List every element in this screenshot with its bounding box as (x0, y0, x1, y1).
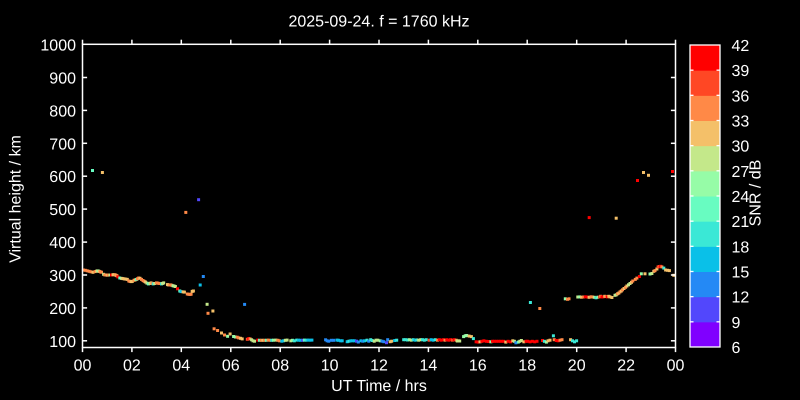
svg-text:6: 6 (732, 340, 741, 357)
svg-text:30: 30 (732, 139, 750, 156)
svg-text:27: 27 (732, 164, 750, 181)
svg-text:UT Time / hrs: UT Time / hrs (331, 378, 427, 395)
svg-text:12: 12 (732, 290, 750, 307)
svg-text:12: 12 (370, 358, 388, 375)
svg-text:10: 10 (321, 358, 339, 375)
svg-text:33: 33 (732, 114, 750, 131)
svg-text:500: 500 (49, 202, 76, 219)
svg-text:700: 700 (49, 136, 76, 153)
svg-text:2025-09-24. f = 1760 kHz: 2025-09-24. f = 1760 kHz (288, 14, 469, 31)
svg-text:1000: 1000 (40, 38, 76, 55)
svg-text:39: 39 (732, 63, 750, 80)
svg-text:06: 06 (222, 358, 240, 375)
svg-text:20: 20 (568, 358, 586, 375)
svg-text:24: 24 (732, 189, 750, 206)
svg-text:22: 22 (617, 358, 635, 375)
svg-text:9: 9 (732, 315, 741, 332)
svg-text:800: 800 (49, 103, 76, 120)
svg-text:100: 100 (49, 334, 76, 351)
svg-text:18: 18 (518, 358, 536, 375)
svg-text:900: 900 (49, 71, 76, 88)
svg-text:Virtual height / km: Virtual height / km (8, 135, 25, 263)
svg-text:04: 04 (172, 358, 190, 375)
svg-text:15: 15 (732, 265, 750, 282)
svg-text:SNR / dB: SNR / dB (748, 160, 765, 227)
svg-text:42: 42 (732, 38, 750, 55)
svg-text:21: 21 (732, 214, 750, 231)
svg-text:200: 200 (49, 301, 76, 318)
svg-text:02: 02 (123, 358, 141, 375)
svg-text:00: 00 (74, 358, 92, 375)
svg-text:00: 00 (667, 358, 685, 375)
svg-text:18: 18 (732, 239, 750, 256)
svg-text:14: 14 (420, 358, 438, 375)
svg-text:400: 400 (49, 235, 76, 252)
svg-text:600: 600 (49, 169, 76, 186)
svg-text:36: 36 (732, 88, 750, 105)
svg-text:300: 300 (49, 268, 76, 285)
svg-text:16: 16 (469, 358, 487, 375)
svg-text:08: 08 (271, 358, 289, 375)
